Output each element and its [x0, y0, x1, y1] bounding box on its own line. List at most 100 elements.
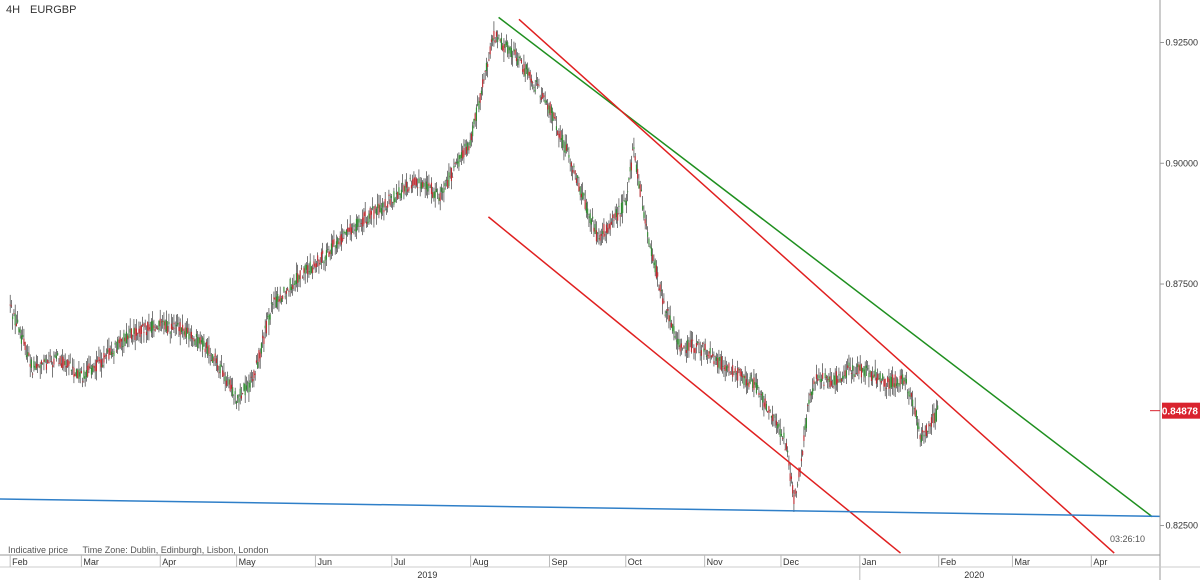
candle-body [20, 335, 22, 344]
candle-body [590, 219, 592, 225]
candle-body [404, 186, 406, 192]
candle-body [202, 337, 204, 350]
candle-body [272, 303, 274, 305]
candle-body [199, 336, 201, 345]
trendline-layer [0, 16, 1161, 554]
candle-body [192, 338, 194, 340]
candle-body [387, 204, 389, 208]
candle-body [105, 354, 107, 356]
candle-body [500, 37, 502, 50]
candle-body [644, 219, 646, 224]
candle-body [874, 369, 876, 377]
candle-body [808, 399, 810, 405]
candle-body [288, 290, 290, 292]
candle-body [843, 375, 845, 378]
candle-body [89, 366, 91, 369]
candle-body [522, 69, 524, 72]
candle-body [214, 353, 216, 358]
candle-body [758, 392, 760, 396]
candle-body [414, 176, 416, 186]
candle-body [765, 403, 767, 411]
candle-body [397, 192, 399, 199]
candle-body [104, 355, 106, 358]
candle-body [330, 243, 332, 254]
candle-body [609, 223, 611, 230]
candle-body [163, 320, 165, 326]
candle-body [610, 221, 612, 225]
candle-body [905, 379, 907, 384]
candle-body [888, 378, 890, 390]
candle-body [307, 265, 309, 275]
candle-body [759, 396, 761, 397]
candle-body [743, 375, 745, 385]
candle-body [923, 434, 925, 437]
candle-body [719, 356, 721, 361]
candle-body [55, 355, 57, 360]
candle-body [737, 367, 739, 381]
candle-body [223, 372, 225, 376]
candle-body [865, 365, 867, 368]
candle-body [662, 298, 664, 305]
candle-body [285, 290, 287, 294]
candle-body [635, 164, 637, 172]
candle-body [752, 379, 754, 388]
candle-body [559, 130, 561, 140]
candle-body [683, 345, 685, 348]
candle-body [730, 373, 732, 375]
candle-body [695, 343, 697, 347]
candle-body [302, 277, 304, 279]
candle-body [372, 206, 374, 209]
x-month-label: Apr [162, 557, 176, 567]
candle-body [18, 327, 20, 333]
candle-body [230, 384, 232, 389]
candle-body [634, 156, 636, 161]
candle-body [742, 375, 744, 378]
candle-body [382, 202, 384, 208]
candle-body [224, 376, 226, 382]
candle-body [433, 191, 435, 199]
candle-body [814, 382, 816, 384]
candle-body [727, 366, 729, 368]
candle-body [922, 430, 924, 433]
candle-body [62, 356, 64, 369]
candle-body [482, 79, 484, 88]
candle-body [788, 461, 790, 466]
candle-body [173, 322, 175, 325]
candle-body [778, 423, 780, 427]
candle-body [785, 443, 787, 450]
candle-body [614, 212, 616, 219]
candle-body [452, 176, 454, 178]
candle-body [643, 212, 645, 218]
indicative-price-label: Indicative price [8, 545, 69, 555]
candle-body [208, 345, 210, 354]
candle-body [589, 213, 591, 224]
candle-body [370, 211, 372, 215]
candle-body [339, 235, 341, 241]
candle-body [630, 162, 632, 171]
candle-body [34, 365, 36, 370]
candle-body [488, 59, 490, 61]
candle-body [113, 351, 115, 357]
candle-body [572, 169, 574, 173]
candle-body [489, 46, 491, 55]
candle-body [392, 202, 394, 203]
candle-body [403, 185, 405, 194]
candle-body [515, 57, 517, 62]
candle-body [524, 68, 526, 77]
candle-body [867, 368, 869, 370]
candle-body [352, 231, 354, 233]
candle-body [459, 154, 461, 159]
candle-body [308, 271, 310, 273]
candle-body [655, 265, 657, 279]
candle-body [465, 146, 467, 154]
candle-body [914, 407, 916, 416]
candle-body [879, 372, 881, 382]
candle-body [420, 182, 422, 189]
candle-body [242, 393, 244, 394]
candle-body [479, 93, 481, 103]
candle-body [178, 327, 180, 332]
candle-body [880, 380, 882, 383]
candle-body [90, 367, 92, 375]
